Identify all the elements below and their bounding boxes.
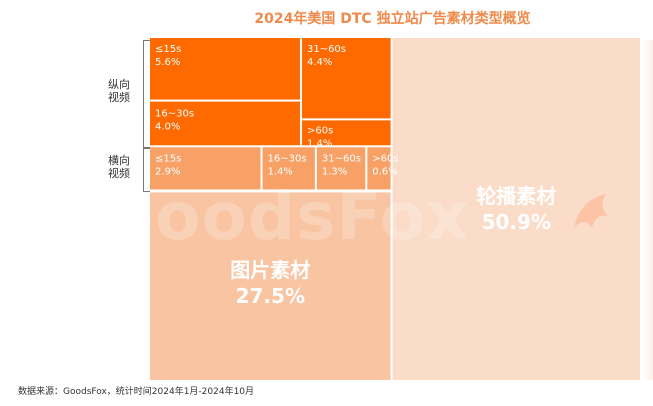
cell-value-vertical-3: 1.4% — [307, 138, 332, 149]
right-edge-shade — [641, 40, 653, 380]
row-label-vertical-line2: 视频 — [108, 91, 130, 104]
cell-label-vertical-2: 16~30s — [155, 109, 194, 120]
treemap-cell-image — [150, 192, 391, 380]
cell-label-vertical-3: >60s — [307, 125, 333, 136]
chart-title: 2024年美国 DTC 独立站广告素材类型概览 — [254, 11, 531, 27]
cell-value-vertical-0: 5.6% — [155, 57, 180, 68]
treemap-cell-vertical-3 — [301, 120, 391, 146]
cell-label-horizontal-2: 31~60s — [322, 153, 361, 164]
cell-value-horizontal-1: 1.4% — [268, 166, 293, 177]
treemap-cell-vertical-0 — [150, 38, 300, 100]
treemap-cell-horizontal-3 — [367, 147, 391, 190]
row-label-vertical-video: 纵向 视频 — [108, 78, 142, 104]
treemap-cell-vertical-2 — [150, 101, 300, 146]
treemap-cell-horizontal-2 — [316, 147, 366, 190]
treemap-cell-vertical-1 — [301, 38, 391, 119]
row-label-vertical-line1: 纵向 — [108, 78, 130, 91]
cell-label-horizontal-3: >60s — [372, 153, 398, 164]
cell-label-image: 图片素材 — [230, 258, 310, 282]
cell-label-vertical-1: 31~60s — [307, 44, 346, 55]
cell-value-horizontal-2: 1.3% — [322, 166, 347, 177]
bracket-vertical-video — [143, 40, 150, 148]
cell-label-horizontal-1: 16~30s — [268, 153, 307, 164]
treemap-cell-horizontal-1 — [262, 147, 315, 190]
cell-label-horizontal-0: ≤15s — [155, 153, 181, 164]
row-label-horizontal-line1: 横向 — [108, 154, 130, 167]
treemap-cell-horizontal-0 — [150, 147, 261, 190]
bracket-horizontal-video — [143, 148, 150, 192]
row-label-horizontal-line2: 视频 — [108, 167, 130, 180]
cell-value-horizontal-0: 2.9% — [155, 166, 180, 177]
cell-label-carousel: 轮播素材 — [476, 184, 556, 208]
treemap-cell-carousel — [392, 38, 640, 380]
cell-value-image: 27.5% — [236, 284, 305, 308]
cell-value-carousel: 50.9% — [482, 210, 551, 234]
cell-value-vertical-2: 4.0% — [155, 122, 180, 133]
row-label-horizontal-video: 横向 视频 — [108, 154, 142, 180]
cell-value-vertical-1: 4.4% — [307, 57, 332, 68]
cell-label-vertical-0: ≤15s — [155, 44, 181, 55]
cell-value-horizontal-3: 0.6% — [372, 166, 397, 177]
data-source-footer: 数据来源：GoodsFox，统计时间2024年1月-2024年10月 — [18, 387, 255, 397]
